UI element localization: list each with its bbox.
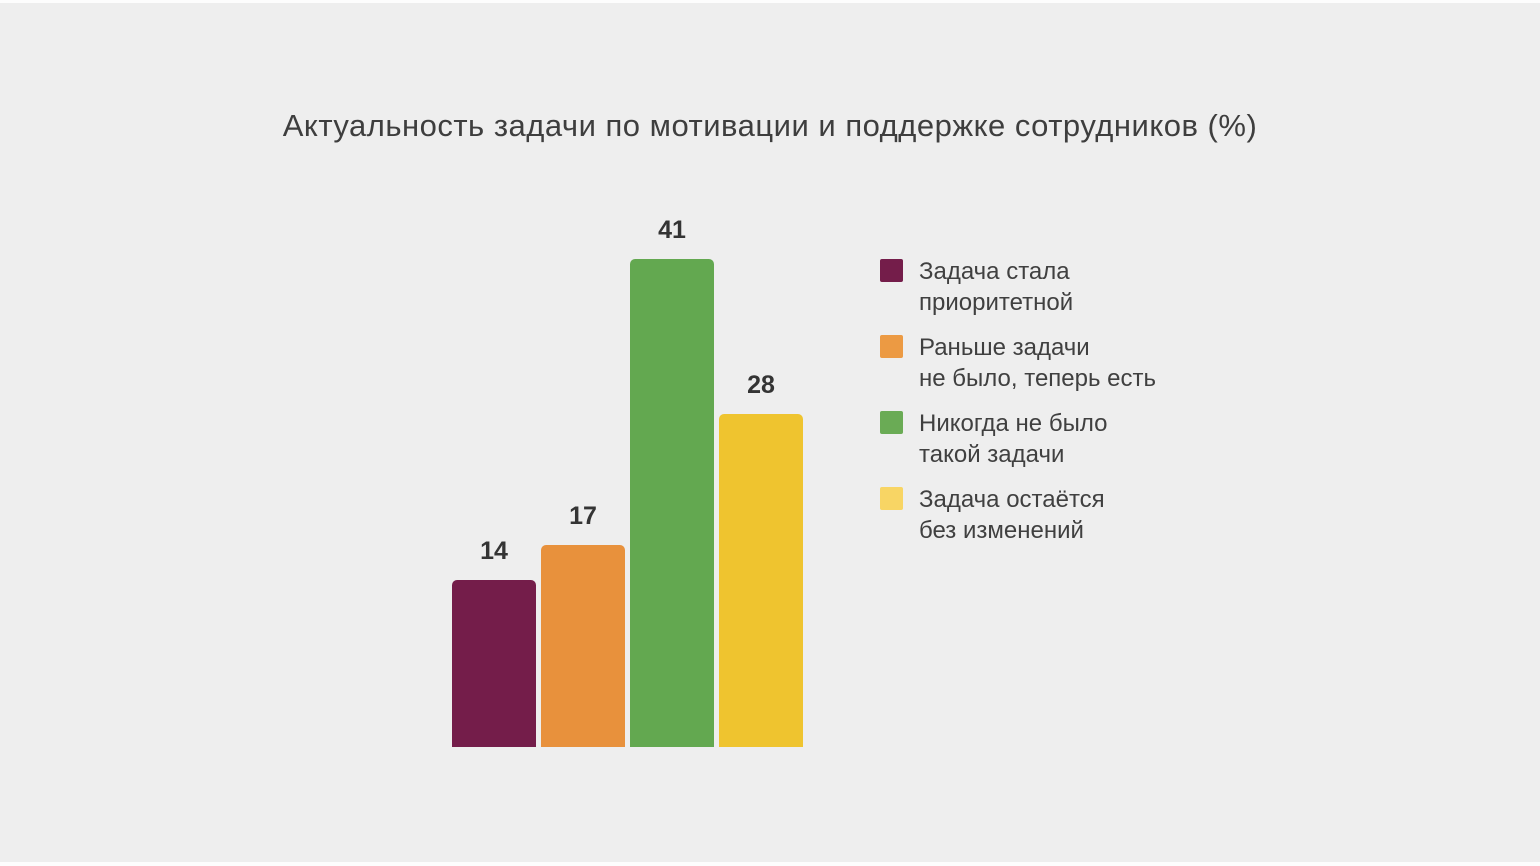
chart-title: Актуальность задачи по мотивации и подде… <box>282 108 1258 143</box>
legend-label: Никогда не было такой задачи <box>919 410 1108 468</box>
bar-column-2: 17 <box>541 501 625 747</box>
bar-column-3: 41 <box>630 215 714 747</box>
bottom-border <box>0 862 1540 866</box>
bar <box>719 414 803 747</box>
bar-value-label: 17 <box>569 501 597 530</box>
bar-value-label: 28 <box>747 370 775 399</box>
legend-swatch-icon <box>880 411 903 434</box>
bar <box>541 545 625 747</box>
top-border <box>0 0 1540 3</box>
bar-value-label: 14 <box>480 536 508 565</box>
legend-label: Задача остаётся без изменений <box>919 486 1105 544</box>
legend-swatch-icon <box>880 259 903 282</box>
legend-label: Задача стала приоритетной <box>919 258 1074 316</box>
bar-column-4: 28 <box>719 370 803 747</box>
legend-swatch-icon <box>880 487 903 510</box>
bar-plot: 14 17 41 28 <box>452 180 803 747</box>
legend-swatch-icon <box>880 335 903 358</box>
legend-item-3: Никогда не было такой задачи <box>880 408 1156 470</box>
bar-value-label: 41 <box>658 215 686 244</box>
legend-item-2: Раньше задачи не было, теперь есть <box>880 332 1156 394</box>
bar-column-1: 14 <box>452 536 536 747</box>
legend-item-1: Задача стала приоритетной <box>880 256 1156 318</box>
legend: Задача стала приоритетной Раньше задачи н… <box>880 256 1156 546</box>
legend-label: Раньше задачи не было, теперь есть <box>919 334 1156 392</box>
legend-item-4: Задача остаётся без изменений <box>880 484 1156 546</box>
bar <box>452 580 536 747</box>
bar <box>630 259 714 747</box>
